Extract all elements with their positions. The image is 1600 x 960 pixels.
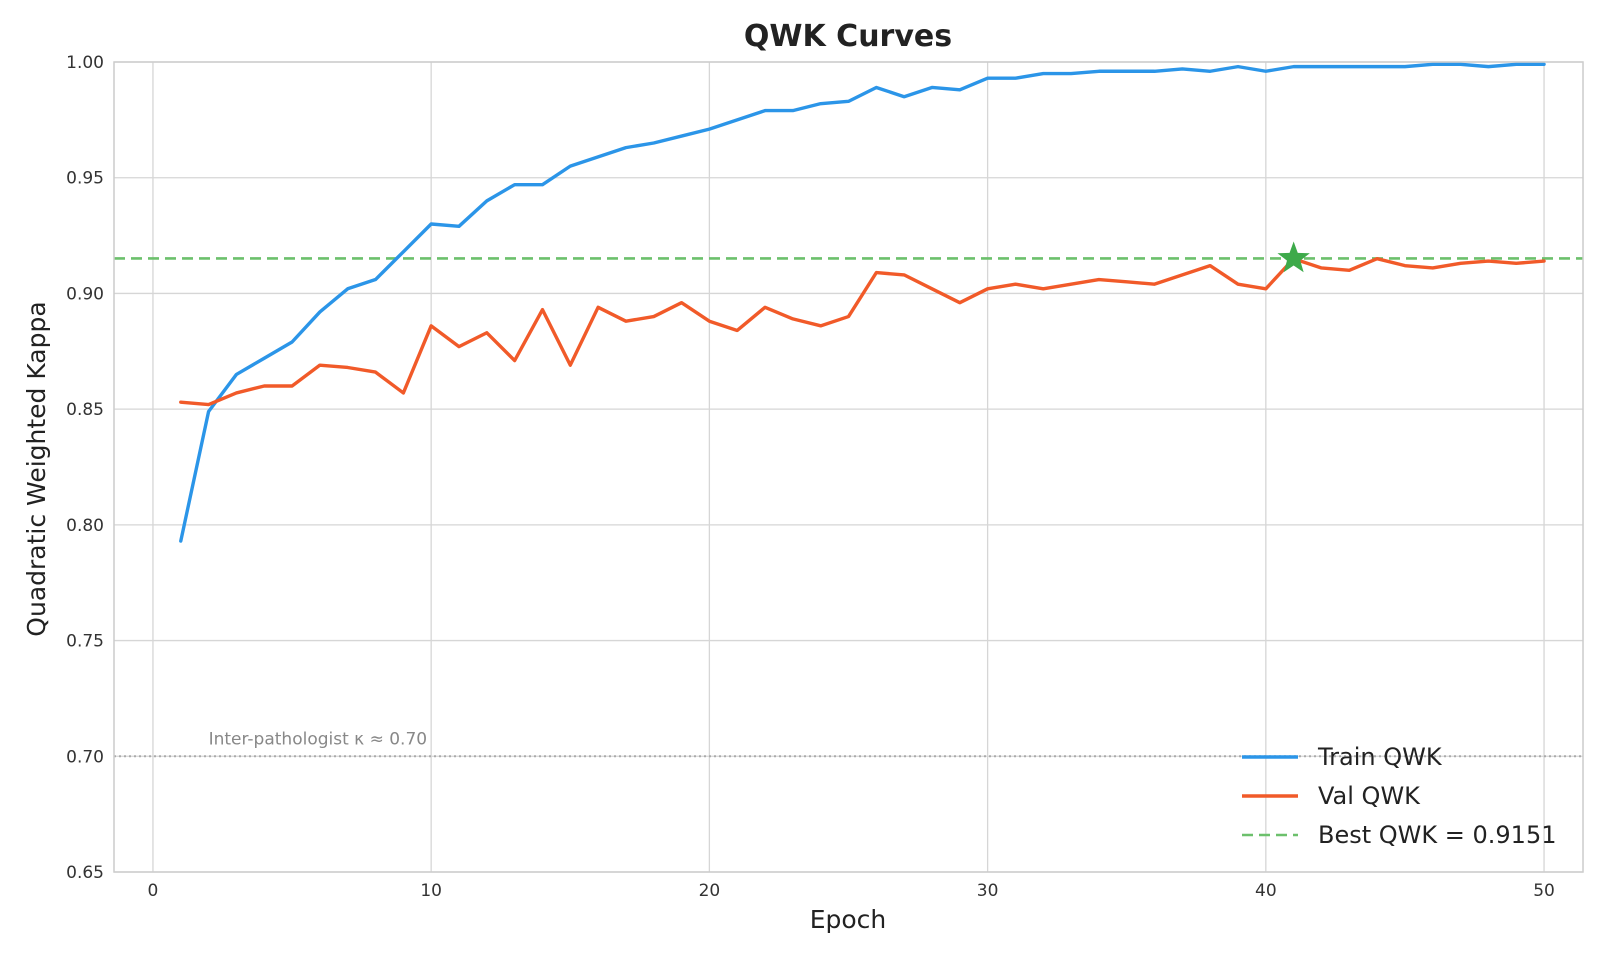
y-tick-label: 0.70 — [66, 747, 104, 767]
train-qwk-line — [179, 62, 1546, 543]
x-tick-label: 20 — [699, 881, 721, 901]
y-tick-label: 0.80 — [66, 516, 104, 536]
x-tick-label: 10 — [420, 881, 442, 901]
y-axis-label: Quadratic Weighted Kappa — [22, 301, 51, 636]
plot-frame — [113, 61, 1584, 873]
inter-pathologist-annotation: Inter-pathologist κ ≈ 0.70 — [209, 729, 428, 749]
x-axis-ticks: 0 10 20 30 40 50 — [148, 881, 1555, 901]
legend-label: Best QWK = 0.9151 — [1318, 821, 1556, 849]
best-qwk-star-marker — [1277, 241, 1310, 273]
y-tick-label: 0.85 — [66, 400, 104, 420]
y-tick-label: 0.90 — [66, 284, 104, 304]
x-tick-label: 50 — [1533, 881, 1555, 901]
legend-label: Train QWK — [1317, 743, 1443, 771]
y-tick-label: 0.95 — [66, 169, 104, 189]
x-tick-label: 40 — [1255, 881, 1277, 901]
legend: Train QWK Val QWK Best QWK = 0.9151 — [1242, 743, 1556, 849]
y-tick-label: 0.65 — [66, 863, 104, 883]
y-tick-label: 1.00 — [66, 53, 104, 73]
y-axis-ticks: 0.65 0.70 0.75 0.80 0.85 0.90 0.95 1.00 — [66, 53, 104, 883]
x-tick-label: 30 — [977, 881, 999, 901]
x-axis-label: Epoch — [810, 905, 887, 934]
val-qwk-line — [179, 257, 1546, 407]
legend-label: Val QWK — [1318, 782, 1421, 810]
x-tick-label: 0 — [148, 881, 159, 901]
best-marker-layer — [1277, 241, 1310, 273]
data-series — [179, 62, 1546, 543]
y-tick-label: 0.75 — [66, 632, 104, 652]
chart-title: QWK Curves — [744, 19, 952, 54]
reference-lines — [114, 257, 1583, 758]
